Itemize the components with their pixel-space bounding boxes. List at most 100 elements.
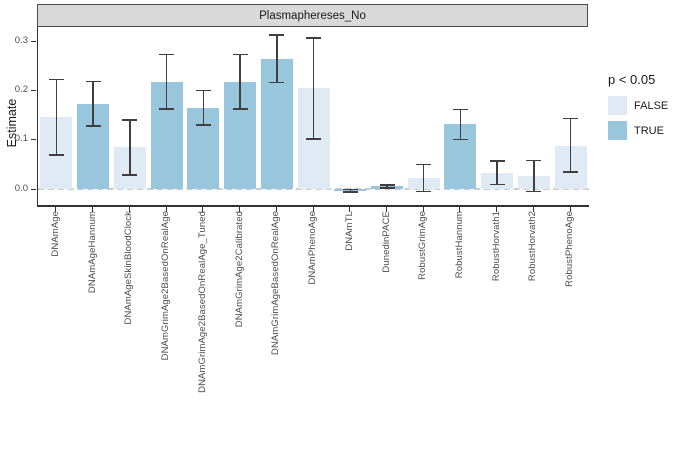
error-bar-cap-top	[379, 184, 395, 186]
x-axis-label-DunedinPACE: DunedinPACE	[379, 211, 393, 451]
x-axis-label-DNAmGrimAgeBasedOnRealAge: DNAmGrimAgeBasedOnRealAge	[269, 211, 283, 451]
x-tick-mark	[569, 207, 571, 212]
x-axis-label-DNAmAge: DNAmAge	[48, 211, 62, 451]
error-bar-line	[422, 164, 425, 192]
error-bar-cap-bottom	[526, 190, 542, 193]
plot-panel	[37, 27, 589, 207]
x-axis-label-text: RobustPhenoAge	[564, 211, 576, 287]
error-bar-line	[386, 184, 388, 188]
error-bar-cap-top	[85, 80, 101, 82]
x-axis-label-text: RobustHannum	[453, 211, 465, 279]
error-bar-cap-top	[563, 117, 579, 119]
legend-item-true: TRUE	[608, 121, 685, 140]
x-axis-label-DNAmAgeSkinBloodClock: DNAmAgeSkinBloodClock	[122, 211, 136, 451]
error-bar-cap-bottom	[416, 190, 432, 193]
error-bar-cap-bottom	[232, 108, 248, 110]
y-tick-mark	[31, 188, 36, 190]
y-tick-mark	[31, 139, 36, 141]
error-bar-cap-top	[342, 188, 358, 190]
x-axis-label-DNAmGrimAge2Calibrated: DNAmGrimAge2Calibrated	[232, 211, 246, 451]
error-bar-line	[239, 54, 241, 109]
x-tick-mark	[239, 207, 240, 212]
x-axis-label-RobustHannum: RobustHannum	[452, 211, 466, 451]
error-bar-cap-top	[489, 160, 505, 162]
legend-swatch	[608, 121, 627, 140]
y-tick-mark	[31, 40, 36, 42]
zero-reference-line	[38, 187, 589, 190]
x-axis-label-RobustPhenoAge: RobustPhenoAge	[563, 211, 577, 451]
legend-item-false: FALSE	[608, 96, 685, 115]
x-tick-mark	[459, 207, 461, 212]
x-axis-label-text: DNAmGrimAge2Calibrated	[233, 211, 245, 328]
error-bar-line	[92, 81, 94, 127]
x-axis-label-text: RobustHorvath2	[527, 211, 539, 282]
legend-swatch	[608, 96, 627, 115]
facet-strip-title: Plasmaphereses_No	[259, 9, 366, 22]
x-axis-label-text: DNAmAge	[49, 211, 61, 257]
error-bar-cap-bottom	[342, 191, 358, 193]
x-tick-mark	[422, 207, 424, 212]
legend-label: TRUE	[634, 124, 664, 137]
error-bar-line	[165, 54, 168, 109]
legend: p < 0.05 FALSE TRUE	[608, 72, 685, 146]
x-axis-label-DNAmAgeHannum: DNAmAgeHannum	[85, 211, 99, 451]
error-bar-cap-top	[526, 159, 542, 162]
error-bar-cap-bottom	[85, 125, 101, 127]
y-tick-mark	[31, 90, 36, 92]
x-axis-label-text: DunedinPACE	[380, 211, 392, 273]
x-tick-mark	[92, 207, 94, 212]
error-bar-cap-top	[306, 37, 321, 39]
x-tick-mark	[349, 207, 351, 212]
legend-label: FALSE	[634, 99, 669, 112]
y-tick-label: 0.1	[14, 133, 28, 145]
x-axis-label-text: DNAmGrimAgeBasedOnRealAge	[270, 211, 282, 356]
error-bar-cap-bottom	[489, 183, 505, 185]
x-tick-mark	[532, 207, 534, 212]
x-axis-label-DNAmPhenoAge: DNAmPhenoAge	[306, 211, 320, 451]
x-axis-label-text: DNAmAgeSkinBloodClock	[123, 211, 135, 325]
error-bar-cap-bottom	[452, 138, 468, 141]
x-axis-label-text: RobustHorvath1	[490, 211, 502, 282]
error-bar-line	[459, 109, 462, 140]
error-bar-cap-bottom	[563, 171, 579, 173]
x-tick-mark	[386, 207, 387, 212]
legend-items: FALSE TRUE	[608, 96, 685, 140]
error-bar-cap-top	[122, 119, 138, 121]
error-bar-line	[276, 34, 278, 83]
error-bar-cap-top	[269, 34, 285, 36]
error-bar-line	[533, 160, 535, 192]
x-axis-label-RobustHorvath2: RobustHorvath2	[526, 211, 540, 451]
x-axis-label-RobustHorvath1: RobustHorvath1	[489, 211, 503, 451]
facet-strip: Plasmaphereses_No	[37, 4, 588, 27]
error-bar-line	[129, 120, 131, 175]
error-bar-line	[312, 37, 315, 139]
error-bar-cap-bottom	[48, 154, 64, 156]
x-axis-label-text: DNAmAgeHannum	[86, 211, 98, 294]
error-bar-line	[55, 79, 58, 156]
error-bar-line	[202, 90, 205, 126]
x-tick-mark	[128, 207, 130, 212]
x-axis-label-text: RobustGrimAge	[417, 211, 429, 280]
x-axis-label-RobustGrimAge: RobustGrimAge	[416, 211, 430, 451]
error-bar-cap-top	[48, 78, 64, 80]
legend-title: p < 0.05	[608, 72, 656, 87]
x-tick-mark	[165, 207, 167, 212]
error-bar-cap-bottom	[379, 187, 395, 189]
x-tick-mark	[275, 207, 277, 212]
error-bar-cap-top	[159, 53, 175, 56]
x-tick-mark	[55, 207, 57, 212]
x-tick-mark	[202, 207, 204, 212]
error-bar-cap-bottom	[306, 138, 321, 140]
x-tick-mark	[312, 207, 314, 212]
x-axis-label-DNAmTL: DNAmTL	[342, 211, 356, 451]
error-bar-cap-top	[232, 53, 248, 56]
error-bar-line	[569, 118, 572, 172]
y-tick-label: 0.0	[14, 182, 28, 194]
y-tick-label: 0.3	[14, 34, 28, 46]
x-axis-label-text: DNAmPhenoAge	[307, 211, 318, 285]
error-bar-cap-top	[416, 163, 432, 166]
error-bar-cap-bottom	[195, 124, 211, 126]
x-axis-label-text: DNAmGrimAge2BasedOnRealAge_Tuned	[196, 211, 208, 393]
error-bar-cap-top	[195, 89, 211, 92]
